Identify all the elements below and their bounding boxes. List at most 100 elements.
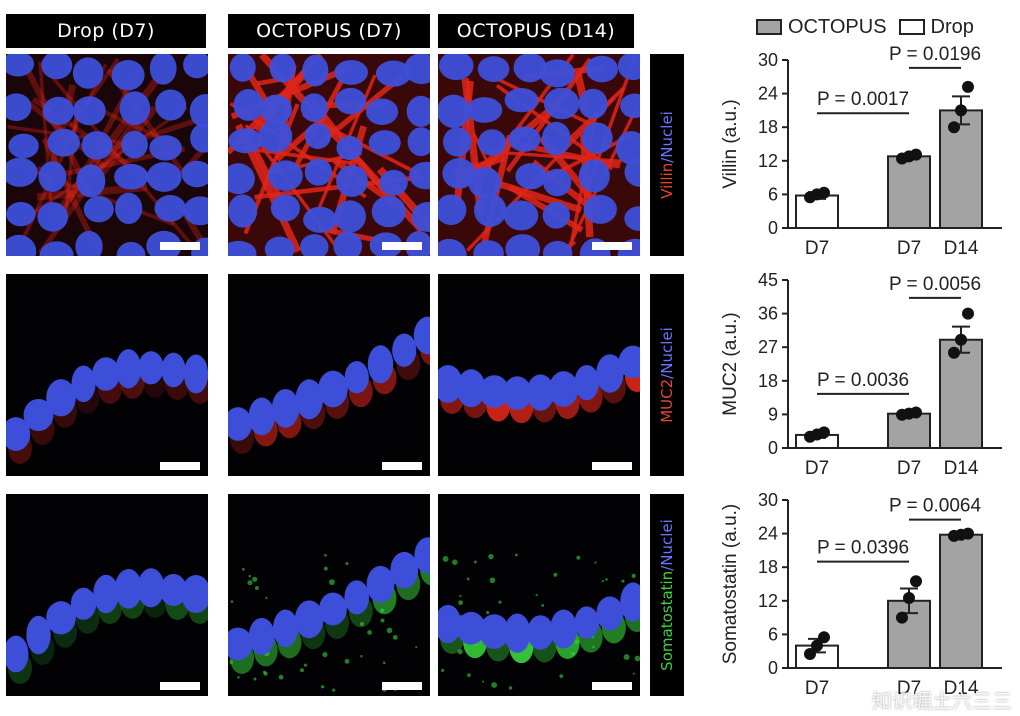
row-label-somatostatin: Somatostatin/Nuclei xyxy=(650,494,684,696)
bar-octopus xyxy=(939,533,983,669)
legend-label-drop: Drop xyxy=(930,15,974,38)
scale-bar xyxy=(160,462,200,470)
y-tick-label: 45 xyxy=(758,270,778,290)
y-tick-label: 9 xyxy=(768,404,778,424)
scale-bar xyxy=(592,682,632,690)
row-label-villin: Villin/Nuclei xyxy=(650,54,684,256)
row-label-muc2: MUC2/Nuclei xyxy=(650,274,684,476)
legend-item-octopus: OCTOPUS xyxy=(756,16,887,39)
scale-bar xyxy=(382,462,422,470)
data-point xyxy=(804,648,816,660)
data-point xyxy=(955,104,967,117)
x-tick-label: D7 xyxy=(897,458,921,479)
data-point xyxy=(896,611,908,624)
micrograph-r3-c3 xyxy=(438,494,640,696)
chart-muc2: MUC2 (a.u.) 0 9 18 27 36 45 D7 D7 D14 P = 0.0036 P … xyxy=(716,268,1020,488)
legend-item-drop: Drop xyxy=(898,15,974,39)
y-tick-label: 27 xyxy=(758,337,778,357)
bar-octopus xyxy=(939,109,983,229)
y-tick-label: 6 xyxy=(768,184,778,204)
counterstain-name: Nuclei xyxy=(658,519,676,566)
chart-somatostatin: Somatostatin (a.u.) 0 6 12 18 24 30 D7 D7 D14 P = … xyxy=(716,488,1020,714)
y-tick-label: 36 xyxy=(758,304,778,324)
column-header-octopus-d7: OCTOPUS (D7) xyxy=(228,14,430,48)
column-header-drop-d7: Drop (D7) xyxy=(6,14,206,48)
p-value-label: P = 0.0017 xyxy=(817,89,909,110)
x-tick-label: D7 xyxy=(805,458,829,479)
y-axis-label: Villin (a.u.) xyxy=(720,99,741,188)
data-point xyxy=(948,346,960,359)
label-separator: / xyxy=(658,565,676,571)
y-axis-label: MUC2 (a.u.) xyxy=(720,312,741,415)
micrograph-r2-c2 xyxy=(228,274,430,476)
bar-octopus xyxy=(939,338,983,449)
label-separator: / xyxy=(658,157,676,163)
legend-swatch-white xyxy=(898,19,925,35)
y-tick-label: 6 xyxy=(768,624,778,644)
data-point xyxy=(910,148,922,161)
watermark-text: 知识堀土六三三 xyxy=(872,691,1012,713)
micrograph-r1-c2 xyxy=(228,54,430,256)
column-header-octopus-d14: OCTOPUS (D14) xyxy=(438,14,634,48)
chart-legend: OCTOPUS Drop xyxy=(756,10,974,44)
x-tick-label: D7 xyxy=(805,238,829,259)
micrograph-r3-c2 xyxy=(228,494,430,696)
stain-name: Villin xyxy=(658,162,676,199)
p-value-label: P = 0.0056 xyxy=(889,274,981,295)
y-tick-label: 0 xyxy=(768,658,778,678)
y-tick-label: 30 xyxy=(758,50,778,70)
scale-bar xyxy=(592,242,632,250)
p-value-label: P = 0.0396 xyxy=(817,538,909,559)
data-point xyxy=(910,406,922,419)
micrograph-r3-c1 xyxy=(6,494,208,696)
y-tick-label: 18 xyxy=(758,557,778,577)
y-tick-label: 12 xyxy=(758,591,778,611)
y-tick-label: 18 xyxy=(758,117,778,137)
data-point xyxy=(818,186,830,199)
scale-bar xyxy=(160,682,200,690)
y-tick-label: 0 xyxy=(768,218,778,238)
data-point xyxy=(962,80,974,93)
micrograph-r1-c1 xyxy=(6,54,208,256)
bar-octopus xyxy=(887,412,931,450)
data-point xyxy=(818,426,830,439)
y-tick-label: 18 xyxy=(758,371,778,391)
scale-bar xyxy=(382,682,422,690)
y-tick-label: 12 xyxy=(758,151,778,171)
scale-bar xyxy=(160,242,200,250)
y-axis-label: Somatostatin (a.u.) xyxy=(720,504,741,665)
x-tick-label: D7 xyxy=(897,238,921,259)
data-point xyxy=(955,333,967,346)
stain-name: MUC2 xyxy=(658,378,676,423)
data-point xyxy=(910,575,922,588)
p-value-label: P = 0.0064 xyxy=(889,496,982,517)
bar-octopus xyxy=(887,155,931,229)
x-tick-label: D14 xyxy=(944,238,979,259)
x-tick-label: D14 xyxy=(944,678,979,699)
data-point xyxy=(811,639,823,652)
legend-label-octopus: OCTOPUS xyxy=(788,15,887,38)
counterstain-name: Nuclei xyxy=(658,111,676,158)
y-tick-label: 24 xyxy=(758,84,778,104)
micrograph-r2-c3 xyxy=(438,274,640,476)
y-tick-label: 24 xyxy=(758,524,778,544)
bar-drop xyxy=(795,194,839,230)
x-tick-label: D14 xyxy=(944,458,979,479)
legend-swatch-gray xyxy=(756,19,782,35)
y-tick-label: 0 xyxy=(768,438,778,458)
counterstain-name: Nuclei xyxy=(658,327,676,374)
data-point xyxy=(962,307,974,320)
scale-bar xyxy=(592,462,632,470)
label-separator: / xyxy=(658,373,676,379)
chart-villin: Villin (a.u.) 0 6 12 18 24 30 D7 D7 D14 P = 0.0017… xyxy=(716,44,1020,268)
micrograph-r2-c1 xyxy=(6,274,208,476)
p-value-label: P = 0.0036 xyxy=(817,370,909,391)
stain-name: Somatostatin xyxy=(658,570,676,671)
data-point xyxy=(962,527,974,540)
data-point xyxy=(903,592,915,604)
data-point xyxy=(818,631,830,644)
x-tick-label: D7 xyxy=(805,678,829,699)
micrograph-r1-c3 xyxy=(438,54,640,256)
scale-bar xyxy=(382,242,422,250)
x-tick-label: D7 xyxy=(897,678,921,699)
